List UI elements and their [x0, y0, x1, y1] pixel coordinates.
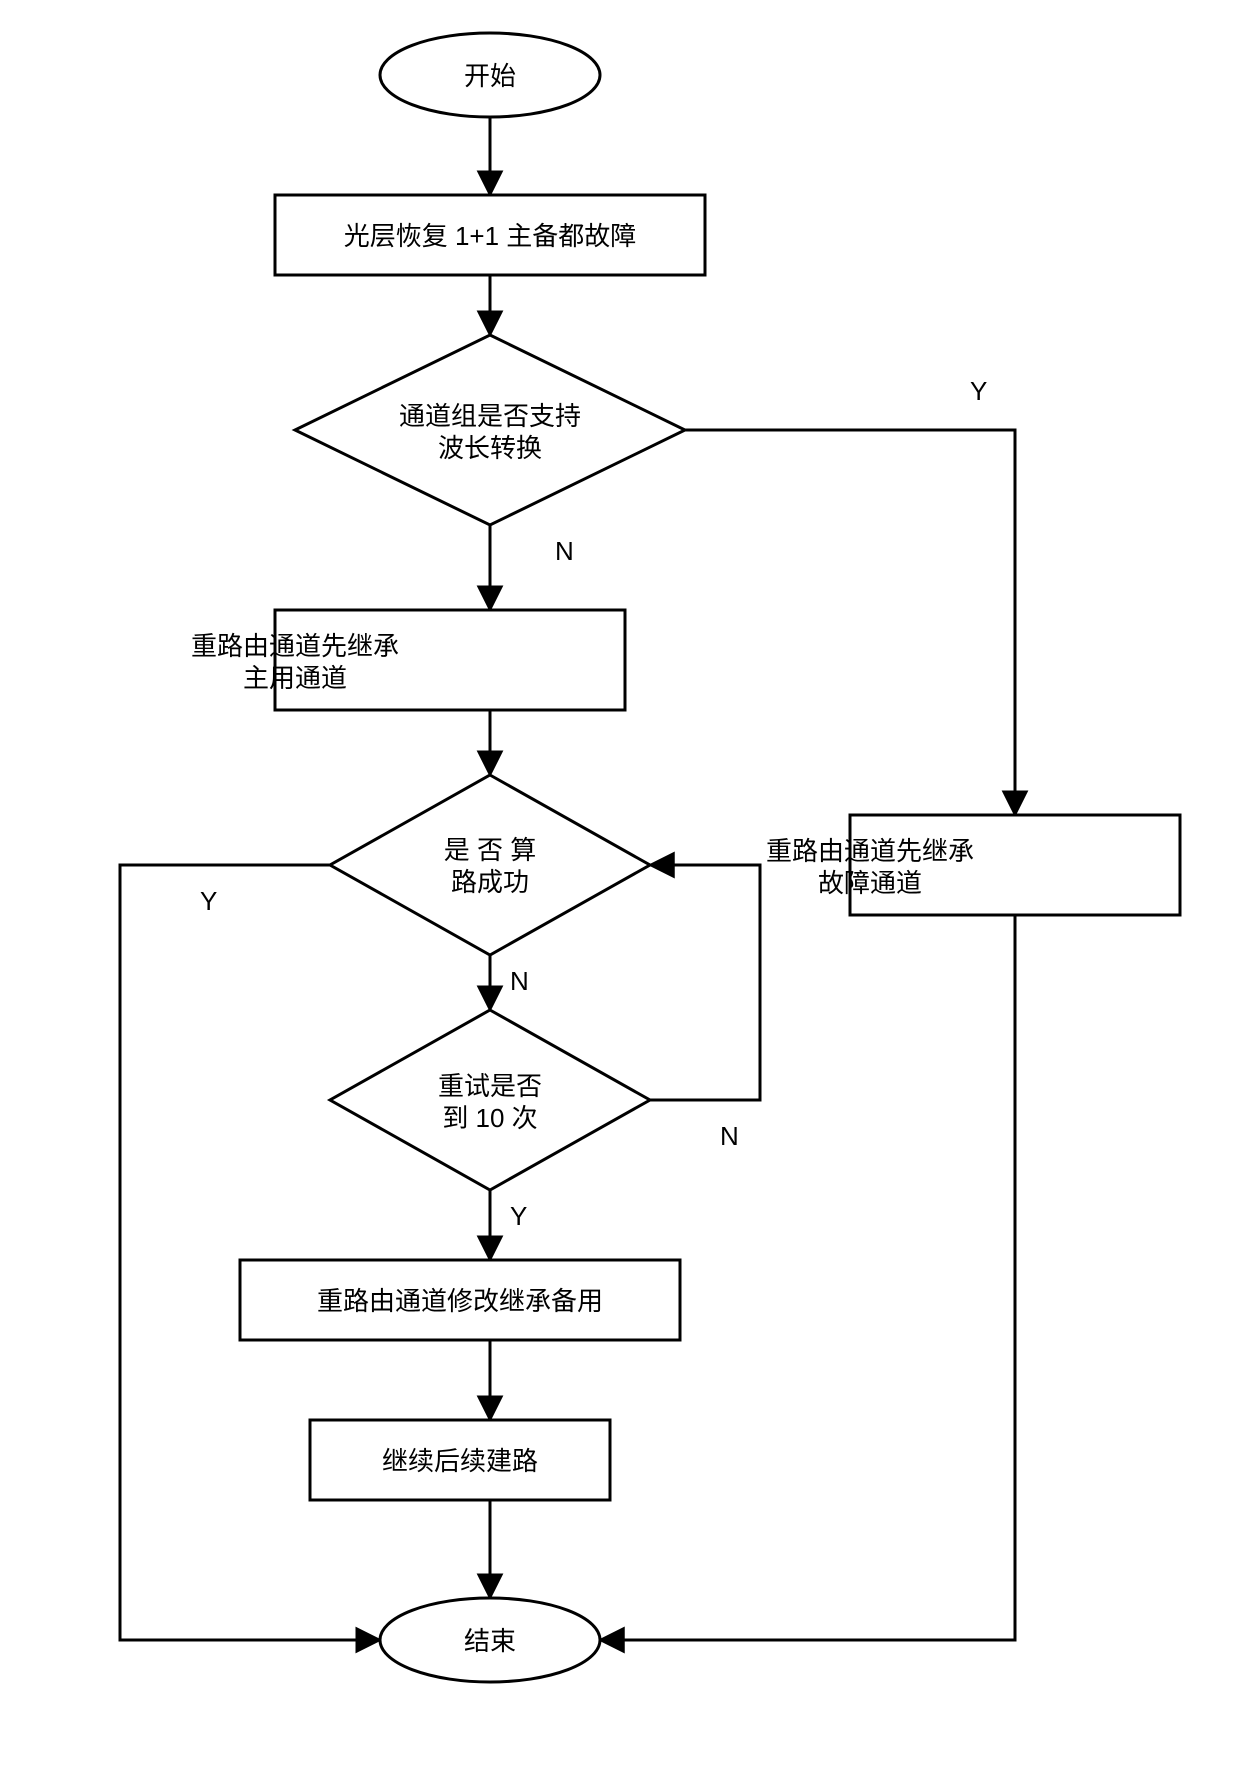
node-d3-line1: 重试是否	[438, 1071, 542, 1101]
edge-d3-d2	[650, 865, 760, 1100]
node-end-label: 结束	[464, 1626, 516, 1656]
node-p2-line1: 重路由通道先继承	[191, 631, 399, 661]
label-d1-n: N	[555, 536, 574, 566]
label-d2-n: N	[510, 966, 529, 996]
node-p3-label: 重路由通道修改继承备用	[317, 1286, 603, 1316]
label-d3-y: Y	[510, 1201, 527, 1231]
node-p4-label: 继续后续建路	[382, 1446, 538, 1476]
node-start-label: 开始	[464, 61, 516, 91]
node-p2-line2: 主用通道	[243, 663, 347, 693]
node-d2-line1: 是 否 算	[444, 835, 536, 865]
node-d3-line2: 到 10 次	[442, 1103, 537, 1133]
node-pR-line1: 重路由通道先继承	[766, 836, 974, 866]
node-d1-line1: 通道组是否支持	[399, 401, 581, 431]
node-d1-line2: 波长转换	[438, 433, 542, 463]
node-p1-label: 光层恢复 1+1 主备都故障	[344, 221, 637, 251]
node-d2	[330, 775, 650, 955]
edge-d2-end	[120, 865, 380, 1640]
label-d2-y: Y	[200, 886, 217, 916]
node-d2-line2: 路成功	[451, 867, 529, 897]
edge-d1-pR	[685, 430, 1015, 815]
label-d1-y: Y	[970, 376, 987, 406]
node-pR-line2: 故障通道	[818, 868, 922, 898]
label-d3-n: N	[720, 1121, 739, 1151]
